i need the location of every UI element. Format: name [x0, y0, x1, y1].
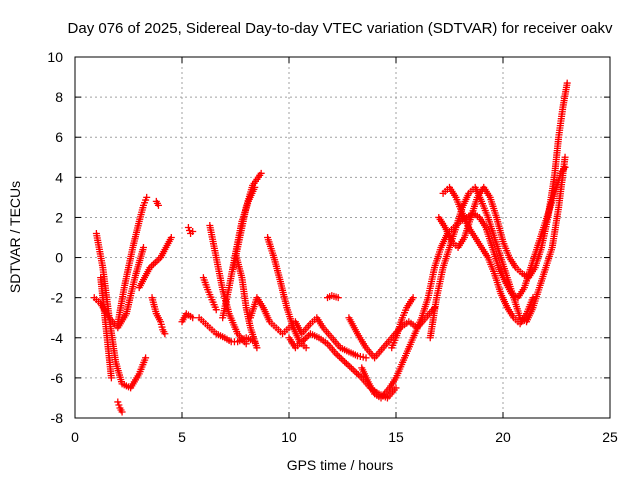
data-point — [563, 79, 571, 87]
series-track-g — [148, 294, 169, 338]
series-track-v — [358, 364, 400, 402]
data-point — [302, 344, 310, 352]
series-track-r — [264, 234, 310, 352]
x-tick-label: 20 — [495, 429, 511, 445]
data-point — [257, 169, 265, 177]
y-tick-label: 2 — [55, 209, 63, 225]
data-point — [167, 234, 175, 241]
data-point — [118, 408, 126, 416]
data-point — [253, 344, 261, 352]
data-point — [409, 294, 417, 302]
y-tick-label: 8 — [55, 89, 63, 105]
y-tick-label: 6 — [55, 129, 63, 145]
series-track-l — [199, 274, 220, 314]
data-point — [184, 223, 192, 231]
data-point — [143, 193, 151, 201]
series-track-aa — [439, 183, 537, 328]
y-tick-label: -2 — [51, 290, 64, 306]
x-tick-label: 25 — [602, 429, 618, 445]
data-point — [139, 244, 147, 252]
series-track-d — [114, 193, 151, 328]
x-tick-label: 15 — [388, 429, 404, 445]
data-point — [161, 330, 169, 338]
data-point — [189, 227, 197, 235]
data-point — [362, 354, 370, 362]
series-track-q — [246, 294, 370, 362]
y-tick-label: 4 — [55, 169, 63, 185]
y-tick-label: -8 — [51, 410, 64, 426]
x-tick-label: 0 — [71, 429, 79, 445]
series-track-a — [92, 229, 150, 392]
data-point — [185, 226, 193, 234]
series-track-t — [324, 292, 342, 302]
x-axis-label: GPS time / hours — [287, 457, 394, 473]
y-tick-label: -4 — [51, 330, 64, 346]
data-point — [561, 153, 569, 161]
data-point — [114, 398, 122, 406]
data-point — [242, 340, 250, 348]
y-tick-label: 10 — [47, 49, 63, 65]
series-track-c — [90, 244, 147, 332]
series-track-h — [152, 197, 162, 209]
data-point — [142, 354, 150, 362]
series-track-i — [178, 310, 197, 326]
series-track-z — [435, 79, 571, 282]
chart-title: Day 076 of 2025, Sidereal Day-to-day VTE… — [68, 20, 613, 37]
series-track-o — [229, 169, 265, 272]
x-tick-label: 5 — [178, 429, 186, 445]
series-track-w — [388, 294, 417, 352]
data-point — [392, 384, 400, 392]
series-track-p — [232, 250, 261, 352]
series-track-m — [206, 221, 250, 348]
data-point — [189, 314, 197, 322]
data-point — [212, 306, 220, 314]
x-tick-label: 10 — [281, 429, 297, 445]
series-track-e — [114, 398, 126, 416]
data-point — [154, 201, 162, 209]
y-tick-label: 0 — [55, 250, 63, 266]
plot-frame — [74, 56, 611, 419]
data-point — [115, 401, 123, 409]
ticks-layer: 0 5 10 15 20 25 -8 -6 -4 -2 0 2 4 6 8 10 — [47, 49, 618, 445]
y-axis-label: SDTVAR / TECUs — [7, 181, 23, 293]
series-track-j — [184, 223, 197, 237]
y-tick-label: -6 — [51, 370, 64, 386]
series-track-f — [135, 234, 175, 292]
data-point — [529, 294, 537, 302]
marks-layer — [90, 79, 571, 416]
data-point — [334, 294, 342, 302]
data-point — [107, 374, 115, 382]
